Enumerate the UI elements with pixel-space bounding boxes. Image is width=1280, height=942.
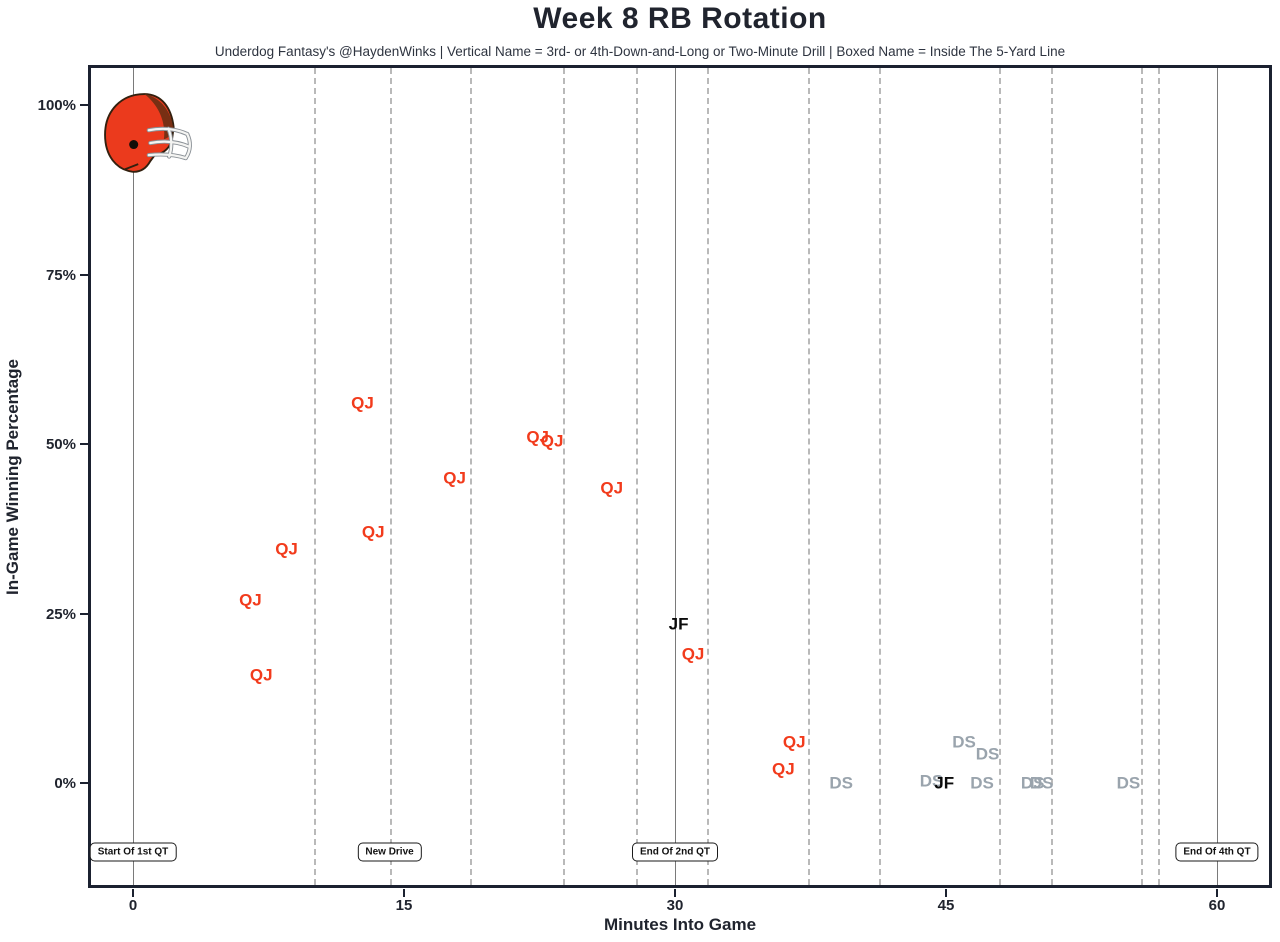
data-point-ds: DS (970, 773, 994, 793)
y-tick-mark (80, 443, 88, 445)
data-point-jf: JF (934, 773, 955, 793)
chart-title: Week 8 RB Rotation (533, 2, 827, 35)
y-tick-label: 50% (45, 436, 76, 453)
data-point-qj: QJ (275, 539, 298, 559)
x-tick-label: 15 (395, 897, 413, 914)
data-point-ds: DS (919, 771, 944, 791)
new-drive-line (389, 68, 392, 885)
data-point-ds: DS (952, 732, 976, 752)
data-point-qj: QJ (526, 427, 550, 447)
quarter-boundary-line (1216, 68, 1218, 885)
data-point-ds: DS (1029, 773, 1054, 793)
x-tick-mark (1215, 889, 1218, 897)
new-drive-line (636, 68, 639, 885)
game-state-label: Start Of 1st QT (89, 842, 177, 862)
x-tick-label: 45 (937, 897, 955, 914)
data-point-qj: QJ (772, 759, 795, 779)
data-point-ds: DS (829, 773, 853, 793)
data-point-qj: QJ (600, 478, 624, 498)
new-drive-line (879, 68, 882, 885)
x-tick-mark (944, 889, 947, 897)
y-tick-mark (80, 273, 88, 276)
new-drive-line (999, 68, 1002, 885)
data-point-qj: QJ (351, 393, 374, 413)
y-tick-mark (80, 612, 88, 615)
data-point-qj: QJ (681, 644, 705, 664)
y-tick-mark (80, 104, 88, 106)
y-tick-label: 25% (45, 605, 76, 623)
new-drive-line (1141, 68, 1144, 885)
new-drive-line (706, 68, 709, 885)
data-point-ds: DS (975, 744, 1000, 764)
new-drive-line (562, 68, 565, 885)
data-point-qj: QJ (782, 732, 806, 752)
y-axis-title: In-Game Winning Percentage (3, 359, 22, 595)
x-axis-title: Minutes Into Game (603, 915, 757, 934)
x-tick-label: 60 (1208, 897, 1226, 914)
data-point-qj: QJ (540, 431, 564, 451)
x-tick-mark (673, 889, 676, 897)
data-point-qj: QJ (361, 522, 385, 542)
chart-subtitle: Underdog Fantasy's @HaydenWinks | Vertic… (214, 44, 1066, 59)
new-drive-line (1158, 68, 1161, 885)
x-tick-label: 30 (666, 897, 684, 914)
x-tick-label: 0 (128, 897, 138, 914)
game-state-label: End Of 4th QT (1175, 842, 1259, 862)
data-point-ds: DS (1116, 773, 1141, 793)
game-state-label: New Drive (357, 842, 422, 862)
data-point-qj: QJ (249, 665, 273, 685)
data-point-jf: JF (668, 614, 689, 634)
y-tick-label: 75% (45, 266, 76, 284)
new-drive-line (1050, 68, 1053, 885)
quarter-boundary-line (133, 68, 134, 885)
new-drive-line (313, 68, 316, 885)
game-state-label: End Of 2nd QT (631, 842, 718, 862)
new-drive-line (807, 68, 810, 885)
quarter-boundary-line (674, 68, 676, 885)
plot-area: QJ QJ QJ QJ QJ QJ QJ QJ QJ JF QJ QJ QJ DS DS JF DS DS DS DS… (88, 65, 1272, 888)
data-point-ds: DS (1020, 773, 1045, 793)
x-tick-mark (132, 889, 134, 897)
new-drive-line (469, 68, 472, 885)
y-tick-label: 0% (54, 775, 76, 792)
y-tick-mark (80, 782, 88, 784)
y-tick-label: 100% (37, 97, 76, 114)
x-tick-mark (402, 889, 405, 897)
data-point-qj: QJ (443, 468, 466, 488)
browns-helmet-logo (104, 93, 192, 173)
data-point-qj: QJ (239, 590, 262, 610)
